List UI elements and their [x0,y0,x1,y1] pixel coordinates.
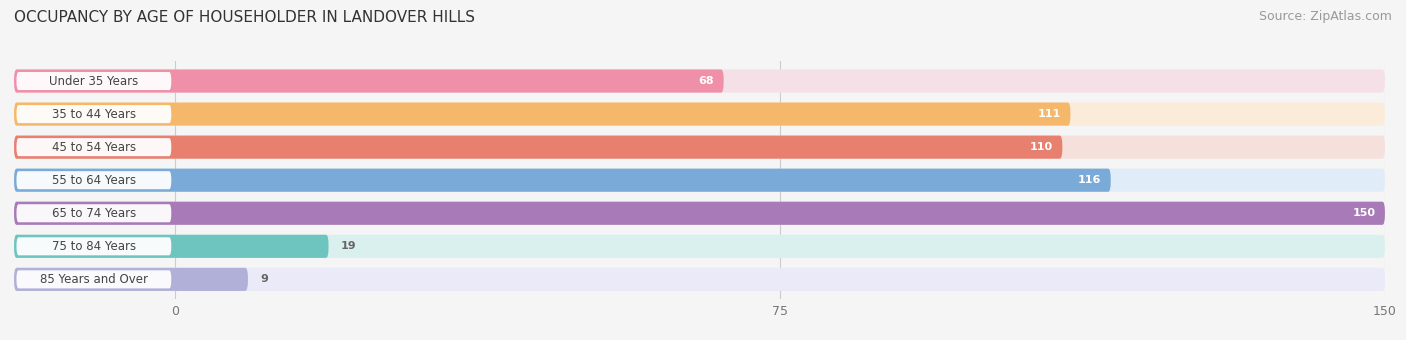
FancyBboxPatch shape [14,169,1385,192]
FancyBboxPatch shape [14,136,1063,159]
Text: 55 to 64 Years: 55 to 64 Years [52,174,136,187]
Text: 9: 9 [260,274,269,284]
FancyBboxPatch shape [14,202,1385,225]
FancyBboxPatch shape [14,103,1385,126]
Text: 150: 150 [1353,208,1375,218]
Text: 45 to 54 Years: 45 to 54 Years [52,141,136,154]
FancyBboxPatch shape [14,202,1385,225]
Text: 111: 111 [1038,109,1060,119]
FancyBboxPatch shape [14,268,247,291]
Text: 75 to 84 Years: 75 to 84 Years [52,240,136,253]
Text: 19: 19 [340,241,356,251]
Text: Under 35 Years: Under 35 Years [49,74,139,87]
FancyBboxPatch shape [14,103,1070,126]
FancyBboxPatch shape [14,235,329,258]
FancyBboxPatch shape [17,138,172,156]
Text: Source: ZipAtlas.com: Source: ZipAtlas.com [1258,10,1392,23]
Text: 110: 110 [1029,142,1053,152]
FancyBboxPatch shape [14,169,1111,192]
Text: 116: 116 [1077,175,1101,185]
FancyBboxPatch shape [17,237,172,255]
Text: 85 Years and Over: 85 Years and Over [39,273,148,286]
Text: 65 to 74 Years: 65 to 74 Years [52,207,136,220]
Text: 35 to 44 Years: 35 to 44 Years [52,107,136,121]
FancyBboxPatch shape [14,235,1385,258]
FancyBboxPatch shape [17,204,172,222]
FancyBboxPatch shape [14,69,724,92]
FancyBboxPatch shape [14,136,1385,159]
Text: OCCUPANCY BY AGE OF HOUSEHOLDER IN LANDOVER HILLS: OCCUPANCY BY AGE OF HOUSEHOLDER IN LANDO… [14,10,475,25]
FancyBboxPatch shape [17,270,172,288]
FancyBboxPatch shape [14,268,1385,291]
FancyBboxPatch shape [17,105,172,123]
FancyBboxPatch shape [17,72,172,90]
FancyBboxPatch shape [17,171,172,189]
Text: 68: 68 [699,76,714,86]
FancyBboxPatch shape [14,69,1385,92]
